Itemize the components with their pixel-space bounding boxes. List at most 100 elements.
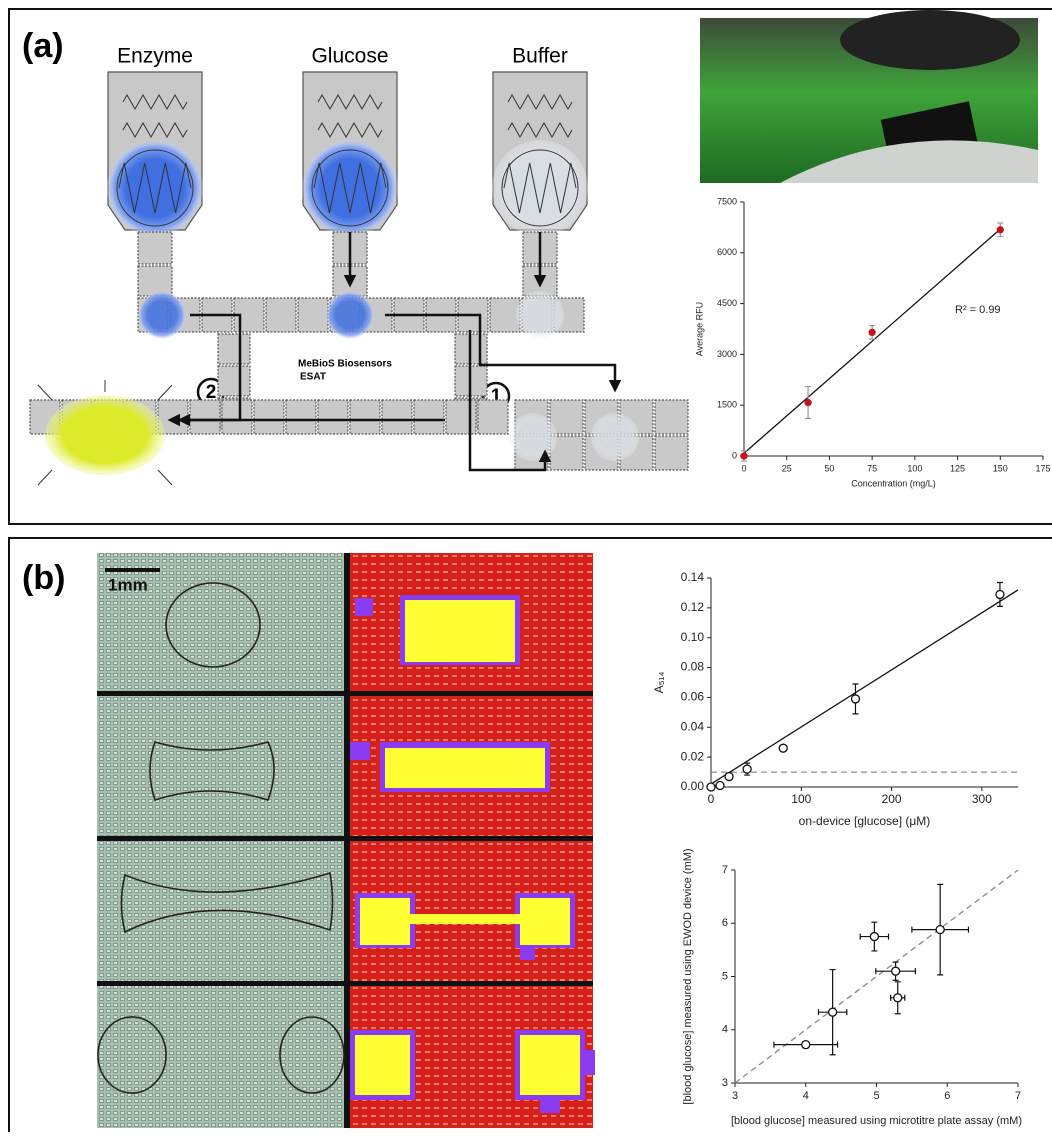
- x-tick-label: 200: [882, 792, 902, 806]
- x-axis-label: on-device [glucose] (μM): [799, 814, 931, 828]
- x-tick-label: 5: [873, 1090, 879, 1102]
- y-tick-label: 7500: [717, 196, 737, 206]
- y-tick-label: 0: [732, 450, 737, 460]
- edge-pixels: [520, 945, 535, 960]
- electrode: [490, 298, 520, 332]
- x-tick-label: 7: [1015, 1090, 1021, 1102]
- y-tick-label: 0.10: [681, 630, 705, 644]
- droplet: [492, 140, 588, 236]
- point: [936, 926, 944, 934]
- electrode: [414, 400, 444, 434]
- electrode: [266, 298, 296, 332]
- electrode: [138, 232, 172, 264]
- electrode: [478, 400, 508, 434]
- droplet-pixels: [405, 600, 515, 662]
- x-tick-label: 6: [944, 1090, 950, 1102]
- point: [997, 227, 1003, 233]
- x-tick-label: 0: [741, 463, 746, 473]
- point: [802, 1041, 810, 1049]
- reservoir-label: Glucose: [311, 45, 388, 68]
- x-tick-label: 100: [791, 792, 811, 806]
- electrode: [286, 400, 316, 434]
- reservoir-label: Enzyme: [117, 45, 193, 68]
- y-tick-label: 0.14: [681, 570, 705, 584]
- x-tick-label: 4: [803, 1090, 809, 1102]
- y-tick-label: 5: [722, 970, 728, 982]
- panel-label: (a): [22, 27, 64, 65]
- edge-pixels: [350, 742, 370, 760]
- x-tick-label: 100: [907, 463, 922, 473]
- point: [725, 773, 733, 781]
- point: [707, 783, 715, 791]
- point: [892, 967, 900, 975]
- y-tick-label: 0.06: [681, 690, 705, 704]
- droplet: [138, 291, 186, 339]
- x-axis-label: [blood glucose] measured using microtitr…: [731, 1115, 1022, 1127]
- x-tick-label: 175: [1035, 463, 1050, 473]
- electrode: [318, 400, 348, 434]
- electrode: [655, 400, 688, 434]
- y-tick-label: 4: [722, 1024, 728, 1036]
- panel-label: (b): [22, 559, 65, 597]
- point: [779, 744, 787, 752]
- droplet: [302, 140, 398, 236]
- y-tick-label: 7: [722, 864, 728, 876]
- droplet: [326, 291, 374, 339]
- glow-ray: [38, 470, 52, 485]
- x-tick-label: 75: [867, 463, 877, 473]
- y-tick-label: 4500: [717, 298, 737, 308]
- edge-pixels: [585, 1050, 595, 1075]
- x-tick-label: 25: [782, 463, 792, 473]
- glow-ray: [38, 385, 52, 400]
- scale-bar: [105, 568, 160, 572]
- electrode: [138, 266, 172, 296]
- electrode: [382, 400, 412, 434]
- electrode: [218, 366, 250, 396]
- x-tick-label: 3: [732, 1090, 738, 1102]
- edge-pixels: [355, 598, 373, 616]
- point: [996, 590, 1004, 598]
- electrode: [446, 400, 476, 434]
- figure: (a) (b) Enzyme Glucose Buffer MeBioS Bio…: [0, 0, 1052, 1132]
- y-tick-label: 6: [722, 917, 728, 929]
- y-tick-label: 3: [722, 1077, 728, 1089]
- electrode: [254, 400, 284, 434]
- y-axis-label: A₅₁₄: [652, 672, 666, 694]
- point: [869, 329, 875, 335]
- mixed-droplet: [45, 395, 165, 475]
- y-tick-label: 0.02: [681, 749, 705, 763]
- point: [805, 399, 811, 405]
- x-axis-label: Concentration (mg/L): [851, 478, 936, 488]
- point: [741, 453, 747, 459]
- y-axis-label: [blood glucose] measured using EWOD devi…: [682, 848, 694, 1104]
- y-tick-label: 6000: [717, 247, 737, 257]
- electrode: [218, 334, 250, 364]
- glow-ray: [158, 470, 172, 485]
- frame-divider: [344, 553, 350, 1128]
- point: [743, 765, 751, 773]
- point: [716, 782, 724, 790]
- point: [870, 933, 878, 941]
- annotation: R² = 0.99: [955, 304, 1001, 316]
- ewod-diagram: Enzyme Glucose Buffer MeBioS Biosensors …: [30, 45, 688, 485]
- lab-unit: ESAT: [300, 372, 326, 383]
- y-axis-label: Average RFU: [694, 302, 704, 356]
- droplet-pixels: [360, 898, 410, 945]
- microscope-image: 1mm: [97, 553, 595, 1128]
- droplet: [509, 413, 557, 461]
- lab-name: MeBioS Biosensors: [298, 359, 392, 370]
- y-tick-label: 0.12: [681, 600, 705, 614]
- axes: [744, 202, 1043, 456]
- x-tick-label: 125: [950, 463, 965, 473]
- droplet-pixels: [410, 914, 520, 924]
- fit-line: [735, 870, 1018, 1083]
- y-tick-label: 0.00: [681, 779, 705, 793]
- electrode: [655, 436, 688, 470]
- electrode: [190, 400, 220, 434]
- scale-bar-label: 1mm: [108, 575, 148, 594]
- point: [894, 994, 902, 1002]
- droplet-pixels: [520, 898, 570, 945]
- fit-line: [744, 229, 1000, 453]
- edge-pixels: [540, 1098, 560, 1113]
- droplet: [516, 291, 564, 339]
